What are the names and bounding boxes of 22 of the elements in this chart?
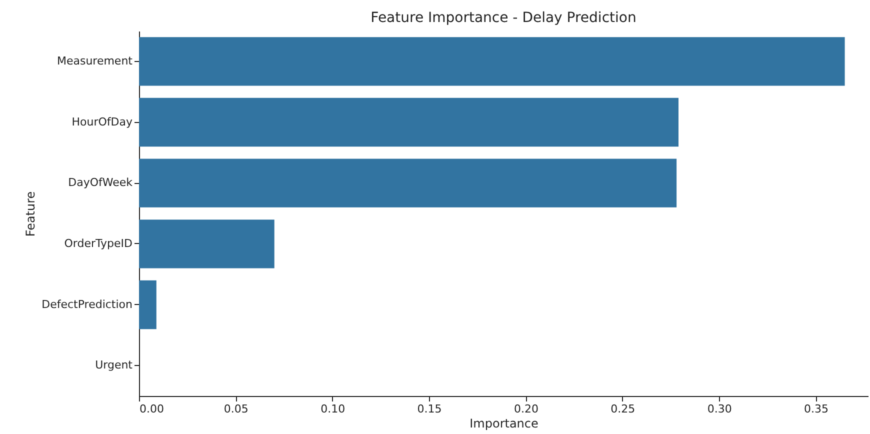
chart-title: Feature Importance - Delay Prediction <box>370 10 636 26</box>
y-tick-label: DefectPrediction <box>42 298 133 311</box>
y-tick-label: Urgent <box>95 358 134 372</box>
y-tick-label: DayOfWeek <box>68 176 134 190</box>
x-tick-label: 0.20 <box>514 402 538 416</box>
x-tick-label: 0.10 <box>320 402 346 416</box>
x-tick-label: 0.35 <box>804 402 829 416</box>
bar <box>139 37 845 86</box>
x-tick-label: 0.30 <box>707 402 732 416</box>
y-tick-label: OrderTypeID <box>64 236 132 250</box>
x-tick-label: 0.05 <box>224 402 248 416</box>
x-tick-label: 0.25 <box>610 402 636 416</box>
y-tick-label: Measurement <box>56 54 134 68</box>
bar <box>139 280 156 330</box>
bar <box>139 220 274 268</box>
x-tick-label: 0.00 <box>140 402 164 416</box>
bar <box>139 158 677 208</box>
y-tick-label: HourOfDay <box>72 115 133 128</box>
bar <box>139 98 678 147</box>
x-tick-label: 0.15 <box>417 402 442 416</box>
y-axis-title: Feature <box>24 191 38 237</box>
x-axis-title: Importance <box>470 416 538 430</box>
